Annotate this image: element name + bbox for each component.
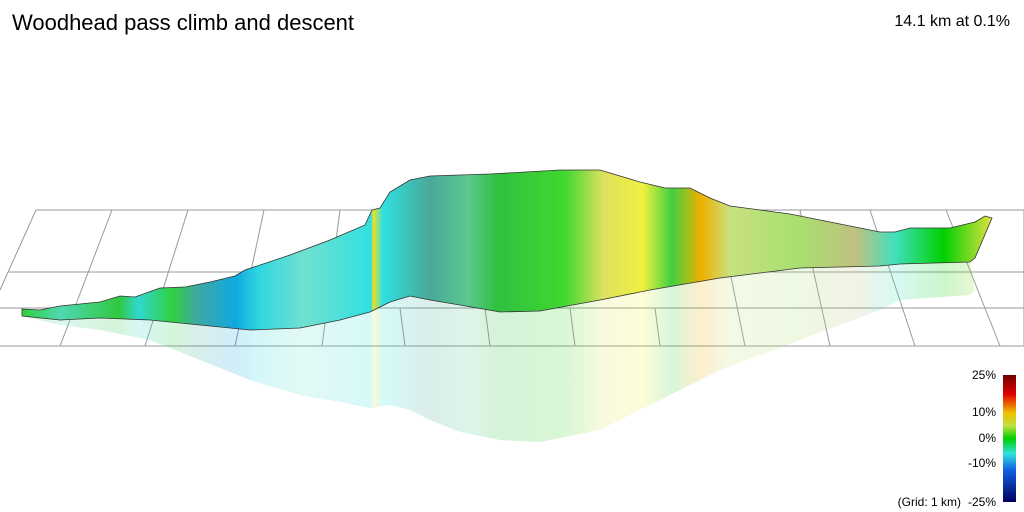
legend-label: -10% [968,456,996,470]
profile-reflection [22,262,975,442]
grid-note: (Grid: 1 km) [898,495,961,509]
legend-label: -25% [968,495,996,509]
title: Woodhead pass climb and descent [12,10,354,35]
color-scale [1003,375,1016,502]
summary: 14.1 km at 0.1% [894,13,1010,30]
legend-label: 25% [972,368,996,382]
legend-labels: 25% 10% 0% -10% -25% (Grid: 1 km) [898,368,997,509]
legend-label: 10% [972,405,996,419]
profile-ribbon [21,169,993,331]
legend-label: 0% [979,431,997,445]
